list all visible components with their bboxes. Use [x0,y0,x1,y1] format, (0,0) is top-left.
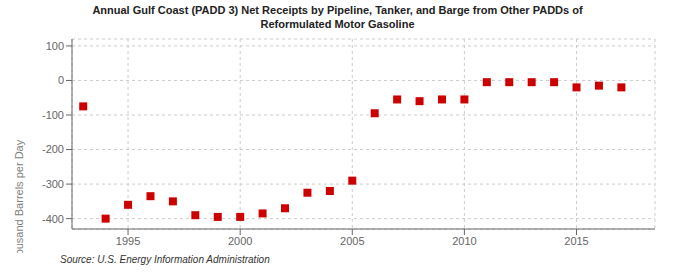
svg-text:2005: 2005 [340,235,364,247]
svg-text:2015: 2015 [564,235,588,247]
svg-text:Thousand Barrels per Day: Thousand Barrels per Day [13,139,25,253]
svg-text:-100: -100 [42,109,64,121]
html-text:Source: U.S. Energy Informatio: Source: U.S. Energy Information Administ… [60,254,270,265]
html-text:Reformulated Motor Gasoline: Reformulated Motor Gasoline [260,18,415,30]
svg-text:2000: 2000 [228,235,252,247]
svg-text:-300: -300 [42,178,64,190]
svg-text:-200: -200 [42,143,64,155]
svg-text:1995: 1995 [116,235,140,247]
html-text:Annual Gulf Coast (PADD 3) Net: Annual Gulf Coast (PADD 3) Net Receipts … [92,4,583,16]
svg-text:100: 100 [46,40,64,52]
svg-text:-400: -400 [42,213,64,225]
svg-text:0: 0 [58,74,64,86]
svg-text:2010: 2010 [452,235,476,247]
